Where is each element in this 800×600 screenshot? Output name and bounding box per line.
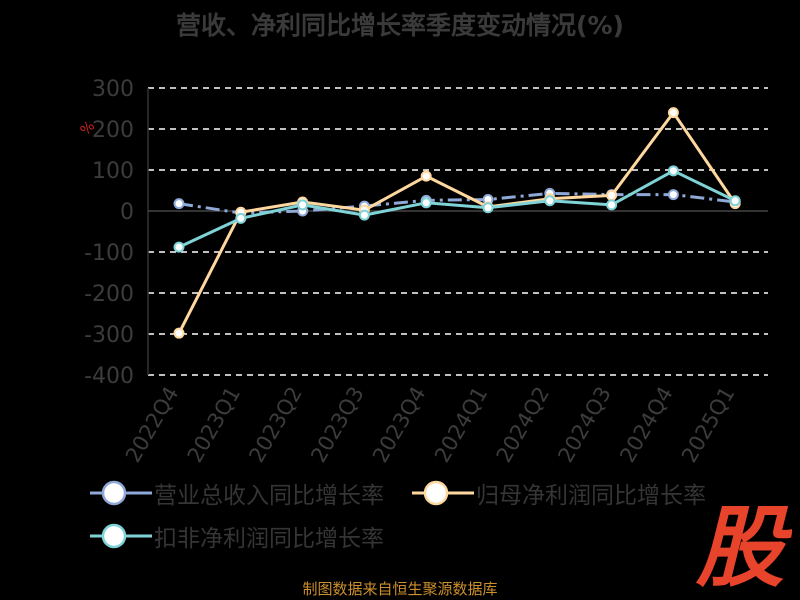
chart-axes xyxy=(147,88,768,375)
x-tick-label: 2025Q1 xyxy=(677,383,739,467)
chart-title: 营收、净利同比增长率季度变动情况(%) xyxy=(176,11,624,40)
stock-logo: 股 xyxy=(695,496,792,594)
y-tick-label: -200 xyxy=(84,282,134,307)
data-point[interactable] xyxy=(606,199,618,211)
series-lines xyxy=(173,107,741,339)
y-tick-label: -400 xyxy=(84,364,134,389)
data-point[interactable] xyxy=(667,165,679,177)
y-tick-labels: 300 200 100 0 -100 -200 -300 -400 xyxy=(84,77,134,389)
stock-logo-glyph: 股 xyxy=(695,496,792,594)
y-tick-label: -300 xyxy=(84,323,134,348)
y-tick-label: 300 xyxy=(92,77,134,102)
y-tick-label: 0 xyxy=(120,200,134,225)
y-tick-label: 200 xyxy=(92,118,134,143)
legend-item-deducted-profit[interactable]: 扣非净利润同比增长率 xyxy=(90,521,384,552)
y-tick-label: -100 xyxy=(84,241,134,266)
legend-marker-net-profit-icon xyxy=(412,480,474,506)
series-line-2 xyxy=(178,169,736,249)
data-point[interactable] xyxy=(667,107,679,119)
data-source-footer: 制图数据来自恒生聚源数据库 xyxy=(302,580,498,598)
legend-label-deducted-profit: 扣非净利润同比增长率 xyxy=(154,526,384,552)
data-point[interactable] xyxy=(667,189,679,201)
legend-label-net-profit: 归母净利润同比增长率 xyxy=(476,483,706,509)
x-tick-label: 2024Q3 xyxy=(553,383,615,467)
data-point[interactable] xyxy=(482,202,494,214)
data-point[interactable] xyxy=(358,209,370,221)
legend-label-revenue: 营业总收入同比增长率 xyxy=(154,483,384,509)
legend-marker-revenue-icon xyxy=(90,480,152,506)
x-tick-label: 2023Q3 xyxy=(306,383,368,467)
data-point[interactable] xyxy=(173,198,185,210)
y-tick-label: 100 xyxy=(92,159,134,184)
data-point[interactable] xyxy=(420,170,432,182)
data-point[interactable] xyxy=(235,212,247,224)
data-point[interactable] xyxy=(420,197,432,209)
x-tick-label: 2024Q2 xyxy=(492,383,554,467)
data-point[interactable] xyxy=(544,195,556,207)
data-point[interactable] xyxy=(297,199,309,211)
legend-item-net-profit[interactable]: 归母净利润同比增长率 xyxy=(412,478,706,509)
series-line-1 xyxy=(177,111,737,334)
data-point[interactable] xyxy=(173,241,185,253)
x-tick-label: 2024Q1 xyxy=(430,383,492,467)
x-tick-label: 2023Q1 xyxy=(183,383,245,467)
legend-item-revenue[interactable]: 营业总收入同比增长率 xyxy=(90,478,384,509)
x-tick-label: 2023Q2 xyxy=(244,383,306,467)
data-point[interactable] xyxy=(606,189,618,201)
x-tick-labels: 2022Q4 2023Q1 2023Q2 2023Q3 2023Q4 2024Q1 2024… xyxy=(121,383,740,467)
grid-lines xyxy=(148,87,768,376)
x-tick-label: 2024Q4 xyxy=(615,383,677,467)
data-point[interactable] xyxy=(173,327,185,339)
x-tick-label: 2023Q4 xyxy=(368,383,430,467)
x-tick-label: 2022Q4 xyxy=(121,383,183,467)
data-point[interactable] xyxy=(729,195,741,207)
legend-marker-deducted-profit-icon xyxy=(90,523,152,549)
